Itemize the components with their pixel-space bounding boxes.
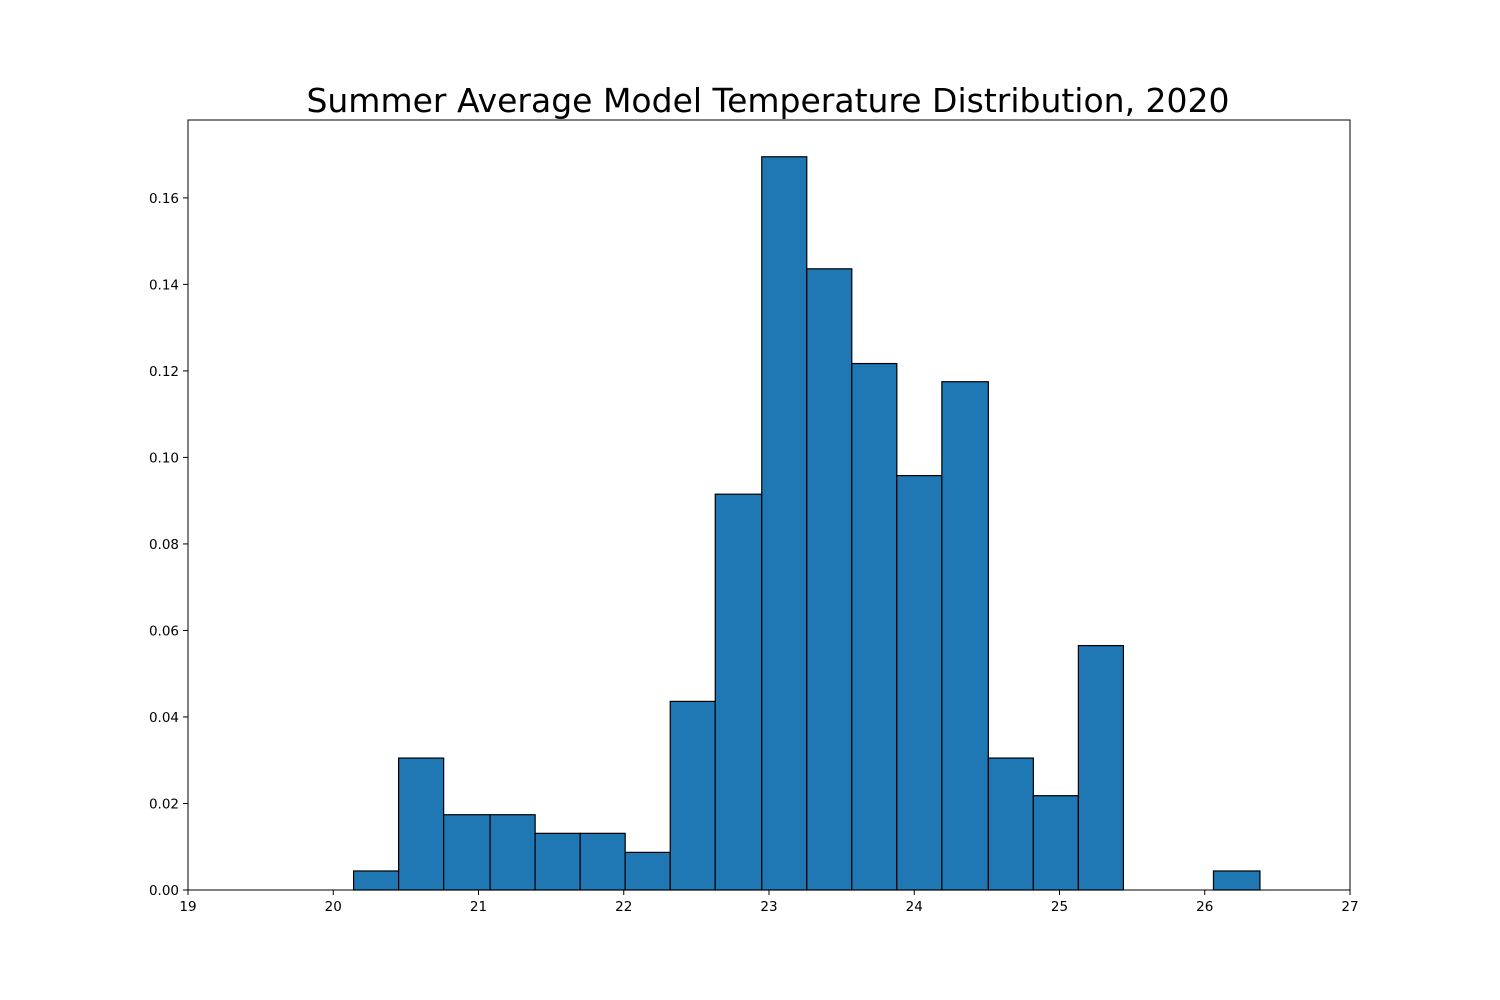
- y-tick-label: 0.16: [149, 191, 179, 207]
- histogram-bar-16: [1077, 644, 1125, 891]
- histogram-bar-3: [489, 814, 536, 891]
- bars-group: [352, 156, 1261, 891]
- histogram-bar-11: [851, 362, 898, 891]
- histogram-bar-1: [398, 757, 445, 891]
- histogram-bar-4: [534, 832, 581, 891]
- y-tick-label: 0.10: [149, 450, 179, 466]
- histogram-bar-2: [443, 814, 491, 891]
- histogram-bar-13: [941, 381, 989, 891]
- histogram-bar-9: [761, 156, 808, 891]
- y-tick-label: 0.04: [149, 710, 179, 726]
- x-tick-label: 25: [1051, 899, 1068, 915]
- histogram-bar-19: [1212, 870, 1261, 891]
- chart-title: Summer Average Model Temperature Distrib…: [306, 81, 1229, 120]
- histogram-bar-10: [806, 268, 853, 891]
- histogram-bar-8: [714, 493, 763, 891]
- x-tick-label: 19: [179, 899, 196, 915]
- histogram-bar-0: [352, 870, 400, 891]
- histogram-bar-7: [669, 700, 716, 891]
- y-tick-label: 0.14: [149, 277, 179, 293]
- y-tick-label: 0.08: [149, 537, 179, 553]
- x-tick-label: 24: [906, 899, 923, 915]
- y-tick-label: 0.00: [149, 883, 179, 899]
- x-tick-label: 26: [1196, 899, 1213, 915]
- x-tick-label: 27: [1341, 899, 1358, 915]
- y-tick-label: 0.06: [149, 623, 179, 639]
- x-axis: 19 20 21 22 23 24 25 26 27: [179, 890, 1359, 915]
- x-tick-label: 20: [325, 899, 342, 915]
- histogram-bar-12: [896, 474, 943, 891]
- x-tick-label: 21: [470, 899, 487, 915]
- histogram-bar-6: [624, 851, 671, 891]
- histogram-bar-5: [579, 832, 626, 891]
- histogram-bar-15: [1032, 795, 1079, 891]
- x-tick-label: 23: [760, 899, 777, 915]
- histogram-bar-14: [987, 757, 1034, 891]
- y-tick-label: 0.02: [149, 796, 179, 812]
- y-axis: 0.00 0.02 0.04 0.06 0.08 0.10 0.12 0.14 0.16: [149, 191, 188, 899]
- y-tick-label: 0.12: [149, 364, 179, 380]
- x-tick-label: 22: [615, 899, 632, 915]
